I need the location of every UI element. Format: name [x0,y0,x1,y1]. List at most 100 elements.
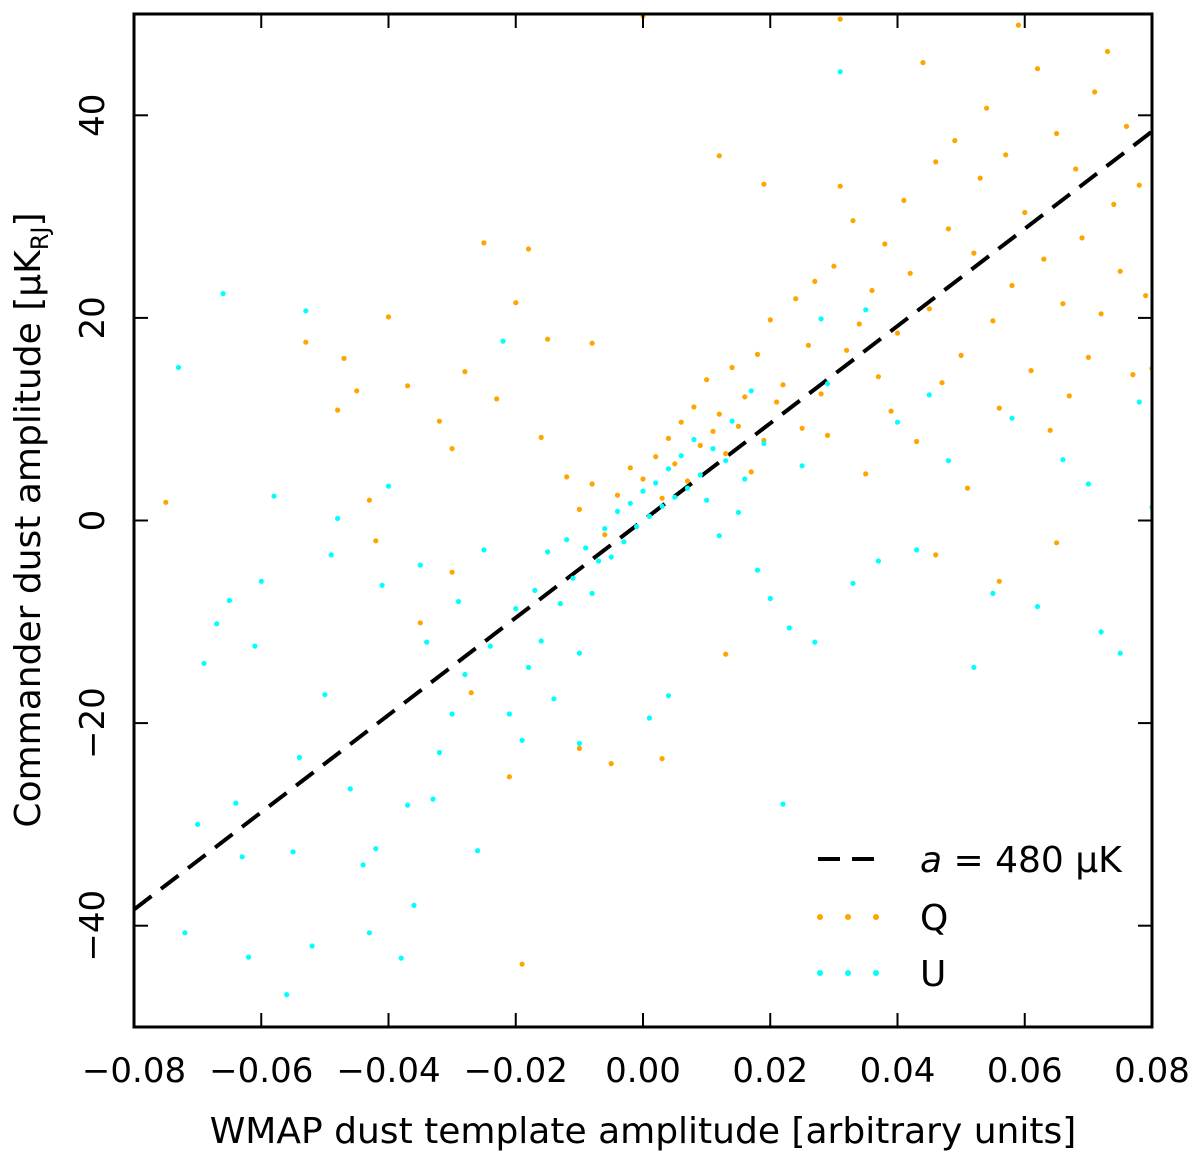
point-q-68 [920,60,926,66]
point-q-88 [1047,427,1053,433]
point-u-96 [1085,481,1091,487]
point-u-73 [742,476,748,482]
point-u-6 [239,854,245,860]
point-q-78 [984,105,990,111]
point-u-109 [818,316,824,322]
point-q-96 [1098,311,1104,317]
x-tick-label-6: 0.04 [860,1051,936,1091]
point-u-74 [748,388,754,394]
point-q-0 [163,499,169,505]
point-u-36 [506,711,512,717]
point-q-21 [576,506,583,512]
point-u-77 [767,595,773,602]
fit-line [134,129,1152,912]
point-q-51 [812,278,818,284]
point-q-97 [1104,48,1111,55]
point-q-58 [856,321,862,327]
point-u-15 [322,692,328,698]
point-u-52 [608,554,614,560]
point-q-20 [564,474,570,480]
point-u-68 [710,446,716,452]
point-q-91 [1066,393,1072,399]
point-u-41 [538,638,544,644]
x-tick-label-4: 0.00 [605,1051,681,1091]
point-q-4 [335,407,341,413]
legend: a = 480 μK Q U [817,840,1123,995]
point-u-20 [366,930,372,936]
point-q-48 [793,296,799,302]
point-q-119 [761,181,767,187]
point-q-6 [373,538,379,544]
x-tick-label-5: 0.02 [732,1051,808,1091]
point-u-94 [1034,604,1041,610]
point-q-110 [468,690,474,696]
point-u-48 [583,545,589,551]
point-q-82 [1009,282,1015,289]
legend-fit-label: a = 480 μK [920,840,1123,881]
point-q-13 [481,240,487,246]
legend-q-dot-1 [817,914,823,920]
point-u-83 [837,69,843,75]
point-u-85 [863,307,869,313]
point-q-71 [939,380,945,386]
y-tick-label-1: −20 [73,687,113,759]
point-q-86 [1034,66,1041,72]
series-q [163,14,1152,967]
point-u-88 [914,547,920,553]
legend-fit-label-var: a [920,840,942,881]
point-u-92 [990,590,996,597]
point-q-16 [513,300,519,306]
point-q-49 [799,425,805,431]
point-u-104 [411,902,417,909]
point-u-45 [564,537,570,543]
legend-u-label: U [920,954,946,995]
point-q-109 [723,651,729,657]
point-q-2 [341,355,347,361]
point-q-54 [831,263,837,269]
point-q-43 [754,351,761,357]
point-u-21 [373,846,379,852]
point-u-24 [398,955,404,961]
point-q-114 [1054,540,1060,546]
x-tick-label-8: 0.08 [1114,1051,1190,1091]
point-u-49 [589,590,595,597]
point-q-55 [837,183,843,189]
point-u-14 [309,943,315,949]
legend-q-label: Q [920,898,948,939]
point-u-38 [519,737,525,743]
point-q-19 [545,336,551,342]
point-u-75 [754,567,761,573]
x-tick-label-7: 0.06 [987,1051,1063,1091]
point-u-13 [296,754,302,761]
point-q-15 [506,774,512,780]
point-u-91 [971,664,977,671]
point-u-29 [449,711,455,717]
point-q-117 [589,340,595,346]
point-u-56 [634,524,640,530]
point-q-60 [869,287,875,294]
point-u-31 [462,671,468,678]
point-q-12 [462,369,468,375]
x-tick-labels: −0.08 −0.06 −0.04 −0.02 0.00 0.02 0.04 0.06 0.08 [82,1051,1190,1091]
point-q-33 [691,404,697,410]
point-u-78 [780,801,786,807]
point-q-10 [436,418,442,424]
point-q-11 [449,446,455,452]
point-u-62 [672,494,678,500]
point-q-99 [1117,268,1123,274]
point-q-87 [1041,256,1047,262]
y-tick-label-3: 20 [73,296,113,339]
y-tick-label-4: 40 [73,94,113,137]
point-u-27 [424,639,430,645]
point-u-66 [697,472,703,478]
point-q-83 [1015,22,1022,28]
y-axis-label: Commander dust amplitude [μKRJ] [8,212,54,827]
point-u-22 [379,582,385,588]
point-q-34 [697,442,703,449]
point-q-106 [576,745,583,752]
point-u-9 [258,578,264,584]
point-u-18 [347,786,353,792]
point-u-3 [214,621,220,627]
